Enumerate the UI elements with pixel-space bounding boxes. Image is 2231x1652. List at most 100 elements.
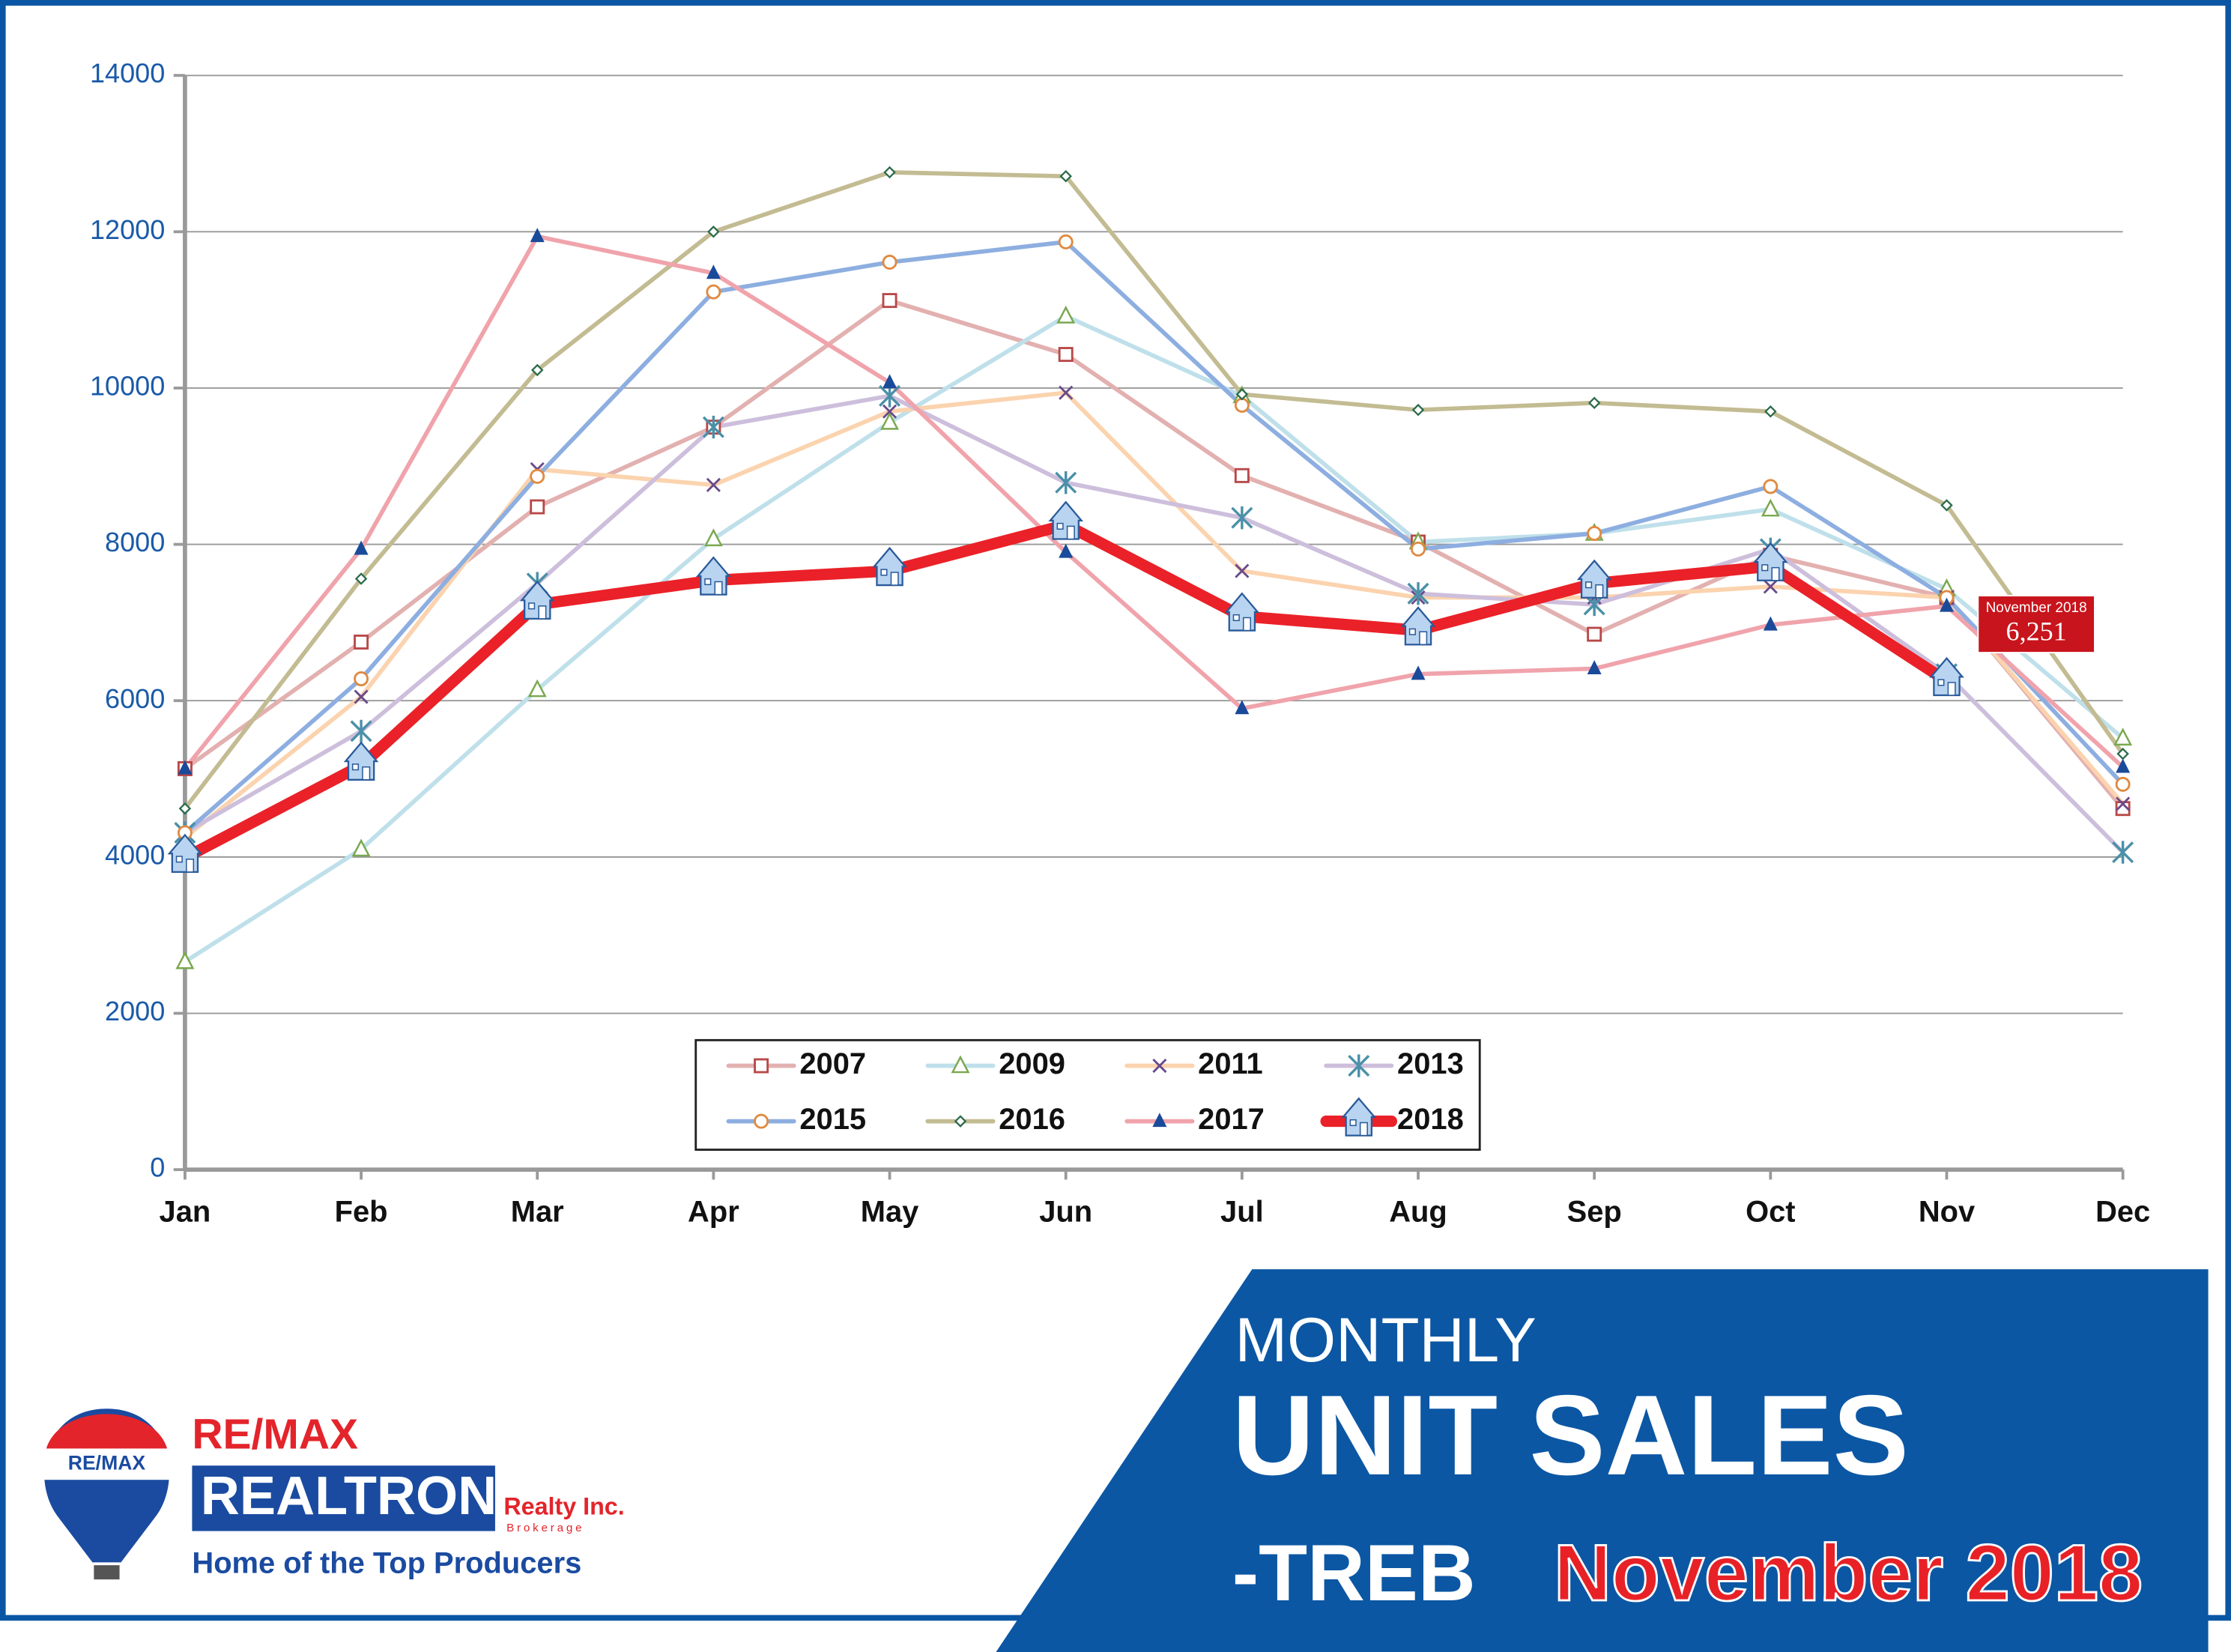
logo: RE/MAX RE/MAX REALTRON Realty Inc. Broke…: [42, 1409, 625, 1580]
marker-part: [350, 719, 372, 743]
marker-triangle-open: [175, 951, 195, 969]
marker-square: [530, 499, 545, 515]
marker-triangle: [1059, 543, 1074, 558]
x-tick-label: Feb: [335, 1196, 388, 1229]
marker-triangle: [530, 228, 545, 243]
marker-part: [1224, 592, 1260, 632]
marker-diamond: [1587, 396, 1601, 410]
marker-triangle-open: [527, 679, 547, 698]
marker-circle: [1058, 234, 1074, 249]
x-tick-label: Nov: [1919, 1196, 1975, 1229]
marker-part: [1595, 584, 1604, 599]
marker-part: [696, 556, 731, 596]
marker-diamond: [1411, 403, 1425, 417]
legend-label: 2015: [799, 1103, 866, 1136]
marker-asterisk: [1407, 582, 1429, 605]
marker-part: [354, 689, 369, 704]
marker-circle: [1587, 526, 1602, 541]
y-tick-label: 6000: [105, 683, 165, 714]
marker-circle: [1234, 397, 1250, 413]
marker-part: [883, 374, 897, 389]
name: REALTRON: [201, 1466, 497, 1526]
name-bg: [192, 1465, 495, 1531]
x-tick-label: Jan: [160, 1196, 211, 1229]
marker-house: [167, 833, 203, 874]
marker-house: [1341, 1097, 1377, 1137]
marker-part: [879, 384, 901, 408]
marker-x: [1235, 563, 1250, 578]
marker-circle: [706, 284, 721, 300]
marker-part: [530, 228, 545, 243]
marker-x: [1152, 1058, 1167, 1074]
marker-diamond: [1235, 388, 1249, 401]
marker-part: [1576, 559, 1612, 599]
marker-part: [1939, 597, 1954, 612]
marker-part: [1349, 1119, 1357, 1127]
marker-part: [882, 255, 897, 270]
marker-part: [1056, 522, 1064, 530]
marker-part: [754, 1113, 769, 1129]
marker-circle: [1763, 479, 1779, 494]
marker-part: [1763, 479, 1779, 494]
marker-x: [706, 477, 721, 492]
marker-triangle-open: [703, 528, 723, 547]
marker-x: [1059, 385, 1074, 400]
marker-part: [1407, 582, 1429, 605]
marker-house: [1752, 542, 1788, 581]
marker-part: [362, 766, 371, 781]
x-tick-label: Sep: [1567, 1196, 1622, 1229]
marker-house: [696, 556, 731, 596]
marker-asterisk: [879, 384, 901, 408]
marker-part: [1359, 1122, 1368, 1137]
marker-square: [882, 293, 897, 309]
y-tick-label: 10000: [90, 370, 165, 401]
marker-circle: [754, 1113, 769, 1129]
marker-asterisk: [1055, 471, 1077, 494]
marker-part: [527, 679, 547, 698]
marker-triangle-open: [1761, 498, 1780, 517]
marker-part: [882, 293, 897, 309]
marker-square: [1058, 347, 1074, 363]
marker-part: [882, 404, 897, 419]
series-line: [184, 390, 2125, 840]
suffix: Realty Inc.: [503, 1493, 624, 1520]
marker-house: [1929, 656, 1964, 697]
marker-house: [1048, 500, 1084, 540]
marker-asterisk: [350, 719, 372, 743]
marker-part: [2113, 727, 2133, 746]
marker-part: [2116, 796, 2131, 811]
marker-part: [1411, 665, 1426, 680]
marker-diamond: [1764, 405, 1777, 418]
marker-part: [1066, 525, 1075, 540]
marker-square: [2115, 801, 2131, 817]
marker-x: [2116, 796, 2131, 811]
marker-part: [754, 1058, 769, 1074]
marker-x: [1763, 579, 1778, 594]
marker-diamond: [1059, 169, 1072, 183]
marker-part: [706, 284, 721, 300]
marker-square: [1234, 468, 1250, 483]
marker-triangle: [1939, 597, 1954, 612]
balloon-top: [45, 1414, 169, 1452]
marker-asterisk: [702, 415, 724, 439]
y-tick-label: 2000: [105, 996, 165, 1026]
marker-part: [1411, 541, 1426, 557]
marker-square: [754, 1058, 769, 1074]
marker-house: [1576, 559, 1612, 599]
marker-part: [702, 415, 724, 439]
marker-part: [1055, 471, 1077, 494]
banner-highlight: November 2018: [1554, 1528, 2143, 1618]
marker-part: [1059, 169, 1072, 183]
marker-part: [1761, 564, 1769, 572]
legend-label: 2009: [999, 1047, 1065, 1080]
marker-part: [1234, 397, 1250, 413]
marker-part: [528, 602, 536, 610]
marker-part: [1152, 1058, 1167, 1074]
marker-part: [519, 580, 555, 620]
marker-triangle: [178, 760, 193, 775]
marker-part: [1058, 347, 1074, 363]
marker-x: [882, 404, 897, 419]
marker-part: [1235, 700, 1250, 715]
marker-part: [354, 635, 369, 650]
series-line: [183, 170, 2125, 810]
